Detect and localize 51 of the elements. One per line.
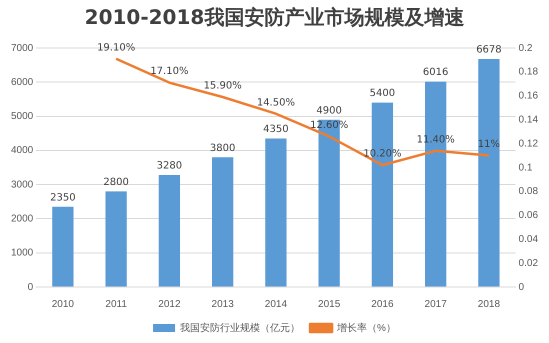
data-label: 17.10% [150, 66, 188, 78]
data-label: 15.90% [204, 80, 242, 92]
data-label: 19.10% [97, 42, 136, 54]
y2-tick-label: 0.02 [518, 258, 538, 269]
x-tick-label: 2012 [158, 298, 181, 310]
y2-tick-label: 0.14 [518, 114, 538, 126]
y-tick-label: 7000 [10, 42, 34, 54]
x-tick-label: 2017 [424, 298, 448, 310]
y-tick-label: 5000 [10, 111, 34, 122]
data-label: 3280 [156, 160, 182, 172]
y-tick-label: 0 [28, 282, 34, 293]
x-tick-label: 2014 [264, 298, 288, 310]
data-label: 6016 [422, 67, 448, 78]
y-tick-label: 2000 [10, 213, 34, 224]
y2-tick-label: 0.12 [518, 138, 538, 150]
data-label: 14.50% [256, 97, 295, 108]
data-label: 4350 [263, 124, 289, 136]
data-label: 2800 [103, 176, 129, 188]
x-tick-label: 2016 [371, 298, 394, 310]
legend-label: 我国安防行业规模（亿元） [180, 322, 300, 334]
y2-tick-label: 0.1 [518, 162, 533, 174]
y-tick-label: 6000 [10, 76, 34, 88]
x-tick-label: 2018 [478, 298, 500, 310]
y2-tick-label: 0.2 [518, 42, 533, 54]
data-label: 6678 [476, 44, 502, 56]
x-tick-label: 2013 [212, 298, 234, 310]
bar [265, 138, 287, 286]
data-label: 2350 [50, 192, 76, 204]
chart-title: 2010-2018我国安防产业市场规模及增速 [84, 4, 466, 31]
data-label: 3800 [210, 142, 236, 154]
x-tick-label: 2015 [318, 298, 341, 310]
bar [105, 191, 127, 286]
y-tick-label: 1000 [10, 248, 34, 259]
data-label: 11% [478, 139, 500, 150]
y2-tick-label: 0 [518, 282, 525, 293]
y-tick-label: 3000 [10, 179, 34, 190]
y2-tick-label: 0.04 [518, 234, 538, 245]
y2-tick-label: 0.08 [518, 186, 538, 198]
legend-label: 增长率（%） [336, 322, 396, 334]
bar [158, 175, 180, 286]
y2-tick-label: 0.18 [518, 66, 538, 78]
y-tick-label: 4000 [10, 145, 34, 156]
x-tick-label: 2011 [105, 298, 128, 310]
bar [212, 157, 234, 286]
y2-tick-label: 0.06 [518, 210, 538, 222]
data-label: 5400 [370, 88, 396, 100]
data-label: 4900 [316, 105, 342, 116]
x-tick-label: 2010 [52, 298, 74, 310]
bar [52, 206, 74, 286]
y2-tick-label: 0.16 [518, 90, 538, 102]
bar [478, 58, 500, 286]
